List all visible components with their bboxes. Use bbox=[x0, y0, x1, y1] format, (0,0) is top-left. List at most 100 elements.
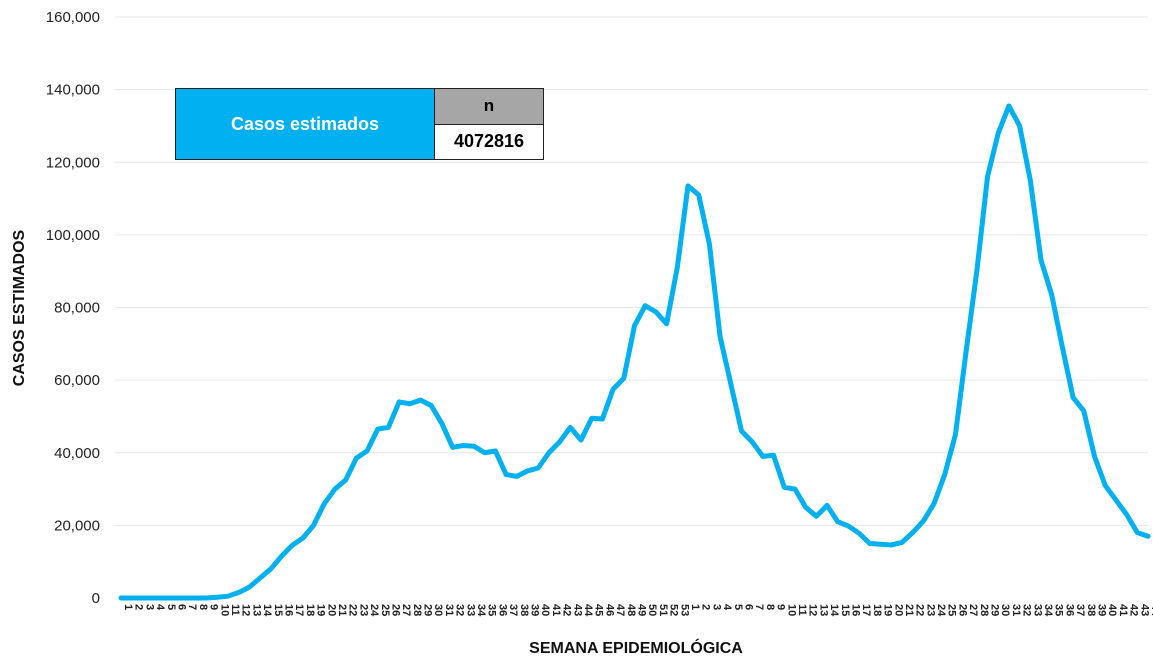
x-tick-label: 20 bbox=[892, 604, 904, 616]
x-tick-label: 14 bbox=[261, 604, 273, 617]
x-tick-label: 41 bbox=[1117, 604, 1129, 616]
x-tick-label: 52 bbox=[668, 604, 680, 616]
y-tick-label: 20,000 bbox=[54, 517, 100, 534]
x-tick-label: 37 bbox=[1074, 604, 1086, 616]
x-tick-label: 34 bbox=[1042, 604, 1054, 617]
total-cases-value: 4072816 bbox=[434, 123, 544, 160]
x-tick-label: 6 bbox=[175, 604, 187, 610]
x-tick-labels: 1234567891011121314151617181920212223242… bbox=[122, 604, 1153, 617]
x-tick-label: 31 bbox=[443, 604, 455, 616]
x-tick-label: 24 bbox=[368, 604, 380, 617]
x-tick-label: 24 bbox=[935, 604, 947, 617]
x-tick-label: 19 bbox=[882, 604, 894, 616]
x-tick-label: 16 bbox=[282, 604, 294, 616]
x-tick-label: 38 bbox=[1085, 604, 1097, 616]
x-tick-label: 51 bbox=[657, 604, 669, 616]
x-tick-label: 43 bbox=[1138, 604, 1150, 616]
x-tick-label: 32 bbox=[454, 604, 466, 616]
x-tick-label: 27 bbox=[967, 604, 979, 616]
x-tick-label: 37 bbox=[507, 604, 519, 616]
x-tick-label: 26 bbox=[389, 604, 401, 616]
x-tick-label: 36 bbox=[496, 604, 508, 616]
x-tick-label: 10 bbox=[218, 604, 230, 616]
x-tick-label: 43 bbox=[571, 604, 583, 616]
x-tick-label: 23 bbox=[924, 604, 936, 616]
y-tick-label: 80,000 bbox=[54, 300, 100, 317]
x-tick-label: 29 bbox=[989, 604, 1001, 616]
x-tick-label: 4 bbox=[154, 604, 166, 611]
x-tick-label: 28 bbox=[411, 604, 423, 616]
x-tick-label: 35 bbox=[486, 604, 498, 616]
x-tick-label: 40 bbox=[539, 604, 551, 616]
x-tick-label: 44 bbox=[1149, 604, 1153, 617]
x-tick-label: 16 bbox=[849, 604, 861, 616]
x-tick-label: 17 bbox=[860, 604, 872, 616]
x-tick-label: 42 bbox=[1128, 604, 1140, 616]
x-tick-label: 7 bbox=[753, 604, 765, 610]
x-tick-label: 11 bbox=[229, 604, 241, 616]
x-tick-label: 5 bbox=[165, 604, 177, 610]
x-tick-label: 5 bbox=[732, 604, 744, 610]
x-tick-label: 3 bbox=[710, 604, 722, 610]
y-tick-label: 160,000 bbox=[46, 9, 100, 26]
x-tick-label: 20 bbox=[325, 604, 337, 616]
x-tick-label: 2 bbox=[133, 604, 145, 610]
x-tick-label: 13 bbox=[817, 604, 829, 616]
x-tick-label: 23 bbox=[357, 604, 369, 616]
x-tick-label: 2 bbox=[700, 604, 712, 610]
x-tick-label: 47 bbox=[614, 604, 626, 616]
x-tick-label: 15 bbox=[839, 604, 851, 616]
y-tick-label: 40,000 bbox=[54, 445, 100, 462]
x-tick-label: 13 bbox=[250, 604, 262, 616]
x-tick-label: 12 bbox=[240, 604, 252, 616]
x-tick-label: 30 bbox=[999, 604, 1011, 616]
x-tick-label: 18 bbox=[871, 604, 883, 616]
series-line bbox=[118, 103, 1151, 601]
n-header: n bbox=[434, 88, 544, 125]
x-tick-label: 29 bbox=[422, 604, 434, 616]
x-tick-label: 4 bbox=[721, 604, 733, 611]
x-tick-label: 7 bbox=[186, 604, 198, 610]
y-tick-label: 100,000 bbox=[46, 227, 100, 244]
x-tick-label: 26 bbox=[956, 604, 968, 616]
x-tick-label: 12 bbox=[807, 604, 819, 616]
x-tick-label: 10 bbox=[785, 604, 797, 616]
x-tick-label: 42 bbox=[561, 604, 573, 616]
x-tick-label: 50 bbox=[646, 604, 658, 616]
x-tick-label: 36 bbox=[1063, 604, 1075, 616]
x-tick-label: 1 bbox=[689, 604, 701, 610]
x-tick-label: 9 bbox=[208, 604, 220, 610]
x-tick-label: 30 bbox=[432, 604, 444, 616]
x-tick-label: 44 bbox=[582, 604, 594, 617]
x-tick-label: 53 bbox=[678, 604, 690, 616]
x-tick-label: 9 bbox=[775, 604, 787, 610]
x-tick-label: 38 bbox=[518, 604, 530, 616]
x-tick-label: 25 bbox=[379, 604, 391, 616]
x-tick-label: 27 bbox=[400, 604, 412, 616]
x-tick-label: 22 bbox=[347, 604, 359, 616]
y-tick-label: 140,000 bbox=[46, 82, 100, 99]
x-tick-label: 31 bbox=[1010, 604, 1022, 616]
x-tick-label: 45 bbox=[593, 604, 605, 616]
x-tick-label: 14 bbox=[828, 604, 840, 617]
x-tick-label: 39 bbox=[1096, 604, 1108, 616]
x-tick-label: 33 bbox=[1031, 604, 1043, 616]
y-tick-label: 60,000 bbox=[54, 372, 100, 389]
x-tick-label: 22 bbox=[914, 604, 926, 616]
y-tick-label: 120,000 bbox=[46, 154, 100, 171]
x-tick-label: 3 bbox=[143, 604, 155, 610]
x-tick-label: 28 bbox=[978, 604, 990, 616]
x-tick-label: 39 bbox=[529, 604, 541, 616]
x-tick-label: 8 bbox=[764, 604, 776, 610]
summary-table: Casos estimados n 4072816 bbox=[175, 88, 544, 160]
x-tick-label: 21 bbox=[336, 604, 348, 616]
x-tick-label: 1 bbox=[122, 604, 134, 610]
x-tick-label: 46 bbox=[603, 604, 615, 616]
x-tick-label: 15 bbox=[272, 604, 284, 616]
estimated-cases-label: Casos estimados bbox=[175, 88, 435, 160]
x-tick-label: 49 bbox=[636, 604, 648, 616]
x-tick-label: 33 bbox=[464, 604, 476, 616]
x-tick-label: 25 bbox=[946, 604, 958, 616]
x-tick-label: 11 bbox=[796, 604, 808, 616]
